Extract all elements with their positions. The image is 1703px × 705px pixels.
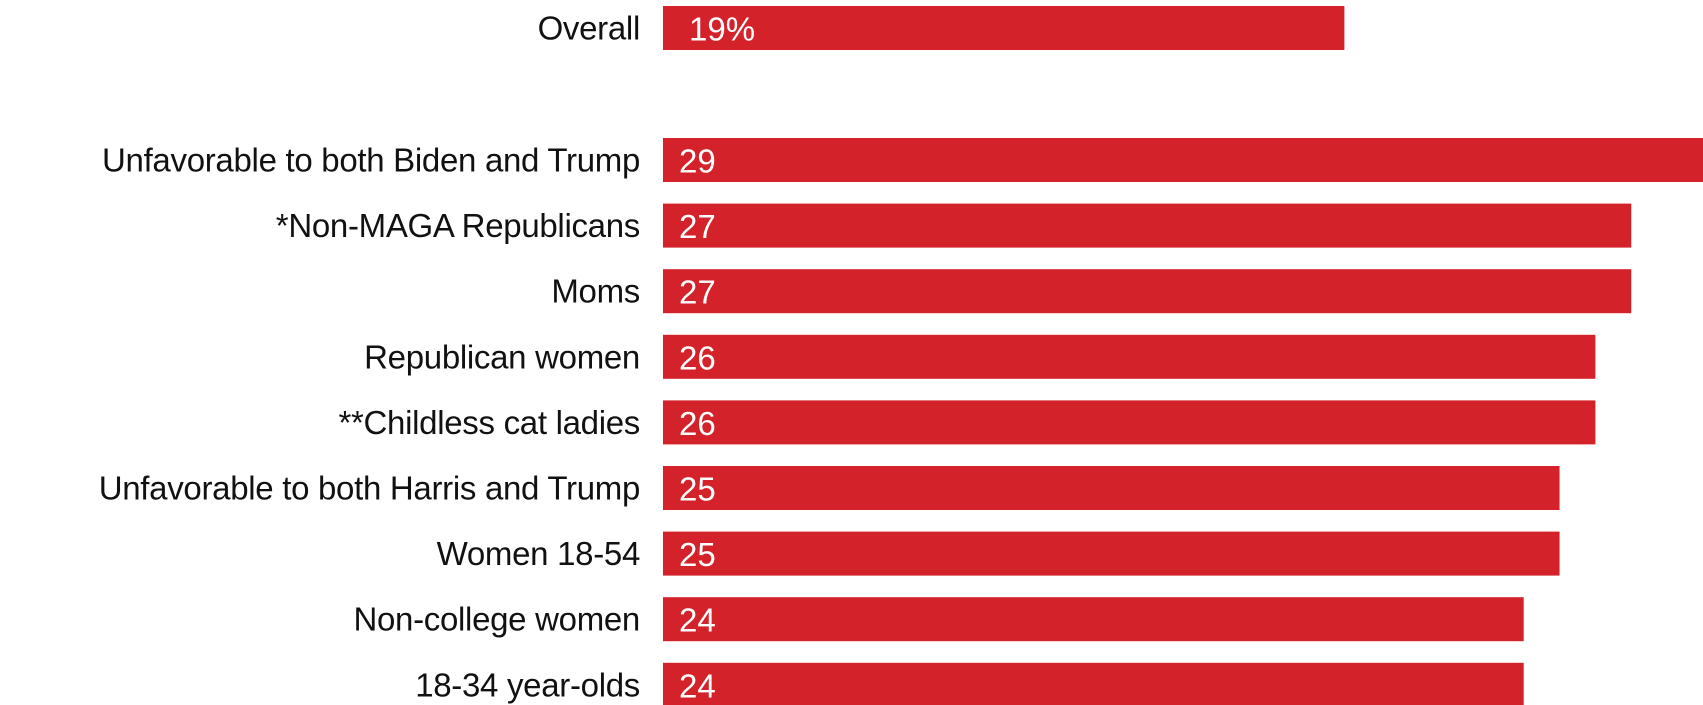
category-label: 18-34 year-olds [415,666,640,703]
value-label: 27 [679,208,716,245]
value-label: 26 [679,405,716,442]
category-label: Unfavorable to both Harris and Trump [99,470,640,507]
value-label: 19% [689,11,755,48]
bar-row-moms: Moms 27 [551,269,1632,314]
category-label: Non-college women [353,601,640,638]
value-label: 24 [679,667,716,704]
category-label: Republican women [364,338,640,375]
bar-republican-women [663,334,1596,379]
bar-women-18-54 [663,531,1560,576]
category-label: **Childless cat ladies [338,404,640,441]
value-label: 24 [679,602,716,639]
category-label: Overall [538,10,640,47]
bar-non-maga-republicans [663,203,1632,248]
bar-row-non-college-women: Non-college women 24 [353,597,1524,642]
bar-row-childless-cat-ladies: **Childless cat ladies 26 [338,400,1596,445]
bar-row-unfavorable-to-both-harris-and-trump: Unfavorable to both Harris and Trump 25 [99,466,1560,510]
category-label: Women 18-54 [437,535,640,572]
bar-row-republican-women: Republican women 26 [364,334,1596,379]
bar-row-unfavorable-to-both-biden-and-trump: Unfavorable to both Biden and Trump 29 [102,138,1703,182]
category-label: Unfavorable to both Biden and Trump [102,142,640,179]
category-label: *Non-MAGA Republicans [276,207,640,244]
bar-childless-cat-ladies [663,400,1596,445]
value-label: 25 [679,536,716,573]
bar-moms [663,269,1632,314]
bar-non-college-women [663,597,1524,642]
bar-row-women-18-54: Women 18-54 25 [437,531,1560,576]
value-label: 27 [679,274,716,311]
category-label: Moms [551,273,640,310]
bar-row-non-maga-republicans: *Non-MAGA Republicans 27 [276,203,1632,248]
value-label: 26 [679,339,716,376]
bar-unfavorable-to-both-harris-and-trump [663,466,1560,510]
bar-row-overall: Overall 19% [538,6,1345,50]
value-label: 25 [679,471,716,508]
value-label: 29 [679,143,716,180]
bar-unfavorable-to-both-biden-and-trump [663,138,1703,182]
bar-row-18-34-year-olds: 18-34 year-olds 24 [415,662,1524,705]
bar-18-34-year-olds [663,662,1524,705]
bar-overall [663,6,1345,50]
